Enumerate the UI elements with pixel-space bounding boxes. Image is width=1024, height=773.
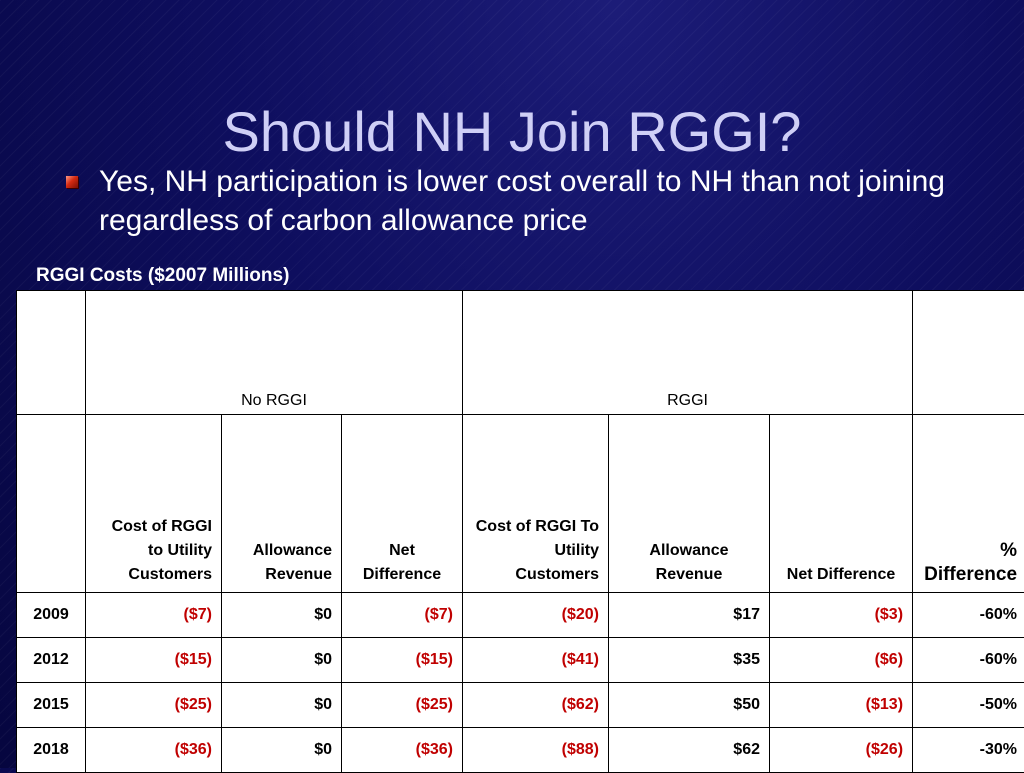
allowance-rggi-cell: $62: [609, 728, 770, 773]
pct-header-top: [913, 291, 1024, 415]
pct-difference-cell: -60%: [913, 593, 1024, 638]
header-allowance-rggi: Allowance Revenue: [609, 415, 770, 593]
allowance-no-rggi-cell: $0: [222, 638, 342, 683]
bullet-square-icon: [66, 176, 78, 188]
net-no-rggi-cell: ($36): [342, 728, 463, 773]
cost-no-rggi-cell: ($36): [86, 728, 222, 773]
pct-difference-cell: -50%: [913, 683, 1024, 728]
year-cell: 2012: [17, 638, 86, 683]
cost-rggi-cell: ($41): [463, 638, 609, 683]
header-cost-no-rggi: Cost of RGGI to Utility Customers: [86, 415, 222, 593]
header-net-rggi: Net Difference: [770, 415, 913, 593]
net-no-rggi-cell: ($25): [342, 683, 463, 728]
table-row: 2012 ($15) $0 ($15) ($41) $35 ($6) -60%: [17, 638, 1024, 683]
year-cell: 2018: [17, 728, 86, 773]
cost-rggi-cell: ($62): [463, 683, 609, 728]
table-caption: RGGI Costs ($2007 Millions): [36, 265, 289, 287]
header-net-no-rggi: Net Difference: [342, 415, 463, 593]
allowance-no-rggi-cell: $0: [222, 683, 342, 728]
allowance-rggi-cell: $17: [609, 593, 770, 638]
net-rggi-cell: ($13): [770, 683, 913, 728]
allowance-no-rggi-cell: $0: [222, 593, 342, 638]
header-cost-rggi: Cost of RGGI To Utility Customers: [463, 415, 609, 593]
bullet-text: Yes, NH participation is lower cost over…: [99, 162, 999, 240]
cost-rggi-cell: ($88): [463, 728, 609, 773]
cost-rggi-cell: ($20): [463, 593, 609, 638]
header-pct-difference: % Difference: [913, 415, 1024, 593]
net-rggi-cell: ($3): [770, 593, 913, 638]
year-header-cell: [17, 415, 86, 593]
year-cell: 2015: [17, 683, 86, 728]
table-row: 2018 ($36) $0 ($36) ($88) $62 ($26) -30%: [17, 728, 1024, 773]
slide-title: Should NH Join RGGI?: [0, 104, 1024, 160]
allowance-rggi-cell: $50: [609, 683, 770, 728]
net-rggi-cell: ($6): [770, 638, 913, 683]
header-allowance-no-rggi: Allowance Revenue: [222, 415, 342, 593]
allowance-rggi-cell: $35: [609, 638, 770, 683]
year-cell: 2009: [17, 593, 86, 638]
group-header-row: No RGGI RGGI: [17, 291, 1024, 415]
sub-header-row: Cost of RGGI to Utility Customers Allowa…: [17, 415, 1024, 593]
group-header-rggi: RGGI: [463, 291, 913, 415]
table-row: 2015 ($25) $0 ($25) ($62) $50 ($13) -50%: [17, 683, 1024, 728]
net-no-rggi-cell: ($15): [342, 638, 463, 683]
corner-cell: [17, 291, 86, 415]
net-no-rggi-cell: ($7): [342, 593, 463, 638]
pct-difference-cell: -30%: [913, 728, 1024, 773]
table-row: 2009 ($7) $0 ($7) ($20) $17 ($3) -60%: [17, 593, 1024, 638]
cost-no-rggi-cell: ($7): [86, 593, 222, 638]
cost-no-rggi-cell: ($15): [86, 638, 222, 683]
rggi-costs-table: No RGGI RGGI Cost of RGGI to Utility Cus…: [16, 290, 1024, 773]
group-header-no-rggi: No RGGI: [86, 291, 463, 415]
net-rggi-cell: ($26): [770, 728, 913, 773]
cost-no-rggi-cell: ($25): [86, 683, 222, 728]
allowance-no-rggi-cell: $0: [222, 728, 342, 773]
pct-difference-cell: -60%: [913, 638, 1024, 683]
